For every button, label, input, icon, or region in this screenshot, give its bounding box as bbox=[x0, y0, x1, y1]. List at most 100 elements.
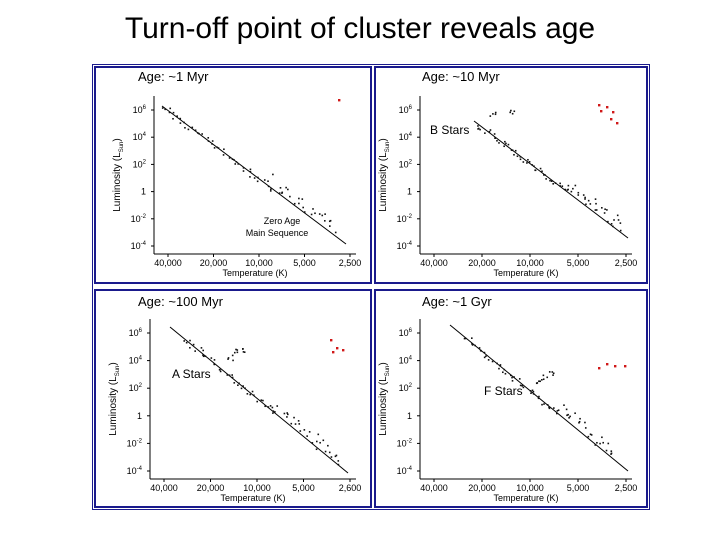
star-dot bbox=[471, 337, 473, 339]
y-tick-label: 1 bbox=[407, 411, 412, 421]
star-dot bbox=[566, 189, 569, 191]
star-dot bbox=[539, 167, 542, 170]
star-dot bbox=[579, 417, 581, 420]
star-dot bbox=[169, 107, 172, 110]
panel-annotation: A Stars bbox=[172, 367, 211, 381]
red-giant-dot bbox=[338, 99, 341, 102]
star-dot bbox=[550, 180, 553, 182]
x-tick-label: 20,000 bbox=[200, 258, 228, 268]
turnoff-star-dot bbox=[536, 382, 539, 384]
star-dot bbox=[249, 170, 252, 173]
turnoff-star-dot bbox=[542, 378, 545, 381]
star-dot bbox=[595, 202, 597, 205]
turnoff-star-dot bbox=[492, 113, 494, 115]
hr-diagram-svg: Age: ~1 Gyr 106 104 102 1 10-2 10-4 40,000 20,00… bbox=[374, 289, 648, 508]
star-dot bbox=[480, 350, 483, 352]
x-tick-label: 40,000 bbox=[154, 258, 182, 268]
star-dot bbox=[584, 198, 586, 200]
y-tick-label: 106 bbox=[129, 328, 143, 338]
star-dot bbox=[566, 414, 568, 417]
star-dot bbox=[519, 156, 522, 158]
y-tick-label: 10-4 bbox=[397, 241, 413, 251]
star-dot bbox=[249, 176, 251, 178]
star-dot bbox=[213, 363, 216, 366]
red-giant-dot bbox=[332, 351, 335, 354]
star-dot bbox=[297, 420, 300, 422]
x-tick-label: 2,500 bbox=[339, 258, 362, 268]
star-dot bbox=[584, 421, 586, 424]
star-dot bbox=[543, 403, 545, 405]
star-dot bbox=[521, 385, 524, 387]
star-dot bbox=[587, 199, 590, 202]
star-dot bbox=[194, 350, 196, 352]
y-tick-label: 102 bbox=[399, 159, 413, 169]
y-tick-label: 102 bbox=[133, 159, 147, 169]
star-dot bbox=[201, 133, 203, 135]
star-dot bbox=[329, 225, 331, 227]
star-dot bbox=[584, 427, 587, 429]
star-dot bbox=[337, 460, 340, 462]
y-tick-label: 10-4 bbox=[397, 466, 413, 476]
star-dot bbox=[327, 444, 329, 447]
star-dot bbox=[537, 397, 540, 400]
star-dot bbox=[504, 372, 507, 375]
star-dot bbox=[253, 394, 255, 397]
panel-border bbox=[374, 66, 648, 284]
star-dot bbox=[587, 435, 590, 438]
star-dot bbox=[329, 219, 332, 222]
x-tick-label: 5,000 bbox=[567, 258, 590, 268]
star-dot bbox=[538, 395, 540, 398]
star-dot bbox=[246, 393, 249, 395]
star-dot bbox=[489, 129, 492, 131]
turnoff-star-dot bbox=[243, 351, 246, 354]
x-tick-label: 2,500 bbox=[615, 258, 638, 268]
red-giant-dot bbox=[614, 365, 617, 368]
hr-diagram-panel-1myr: Age: ~1 Myr 106 104 102 1 10-2 10-4 40,000 20,00… bbox=[94, 66, 372, 284]
star-dot bbox=[499, 364, 501, 367]
star-dot bbox=[202, 354, 204, 357]
age-label: Age: ~10 Myr bbox=[422, 69, 500, 84]
turnoff-star-dot bbox=[552, 374, 554, 376]
star-dot bbox=[619, 222, 622, 224]
star-dot bbox=[527, 158, 529, 161]
star-dot bbox=[510, 374, 512, 377]
star-dot bbox=[219, 370, 222, 373]
star-dot bbox=[594, 444, 597, 446]
y-axis-title: Luminosity (LSun) bbox=[112, 138, 125, 212]
x-tick-label: 10,000 bbox=[245, 258, 273, 268]
star-dot bbox=[503, 368, 506, 371]
x-tick-label: 2,500 bbox=[615, 483, 638, 493]
star-dot bbox=[269, 405, 272, 407]
star-dot bbox=[532, 390, 535, 393]
star-dot bbox=[582, 194, 585, 196]
star-dot bbox=[287, 413, 289, 416]
star-dot bbox=[242, 170, 245, 172]
star-dot bbox=[311, 442, 314, 444]
turnoff-star-dot bbox=[227, 358, 229, 360]
x-axis-title: Temperature (K) bbox=[493, 268, 558, 278]
y-tick-label: 10-2 bbox=[127, 438, 143, 448]
age-label: Age: ~1 Gyr bbox=[422, 294, 492, 309]
star-dot bbox=[179, 117, 182, 120]
star-dot bbox=[543, 174, 545, 176]
star-dot bbox=[546, 404, 549, 406]
star-dot bbox=[328, 451, 331, 454]
red-giant-dot bbox=[624, 365, 627, 368]
star-dot bbox=[572, 187, 574, 190]
star-dot bbox=[534, 169, 537, 172]
star-dot bbox=[231, 374, 233, 376]
star-dot bbox=[528, 161, 531, 163]
turnoff-star-dot bbox=[552, 372, 555, 375]
y-tick-label: 104 bbox=[399, 356, 413, 366]
red-giant-dot bbox=[616, 122, 619, 125]
star-dot bbox=[577, 191, 580, 194]
star-dot bbox=[237, 384, 239, 387]
star-dot bbox=[324, 220, 326, 222]
star-dot bbox=[552, 182, 555, 185]
star-dot bbox=[183, 121, 185, 124]
star-dot bbox=[270, 188, 272, 191]
star-dot bbox=[589, 203, 592, 205]
age-label: Age: ~1 Myr bbox=[138, 69, 209, 84]
star-dot bbox=[202, 349, 205, 352]
star-dot bbox=[168, 111, 171, 114]
